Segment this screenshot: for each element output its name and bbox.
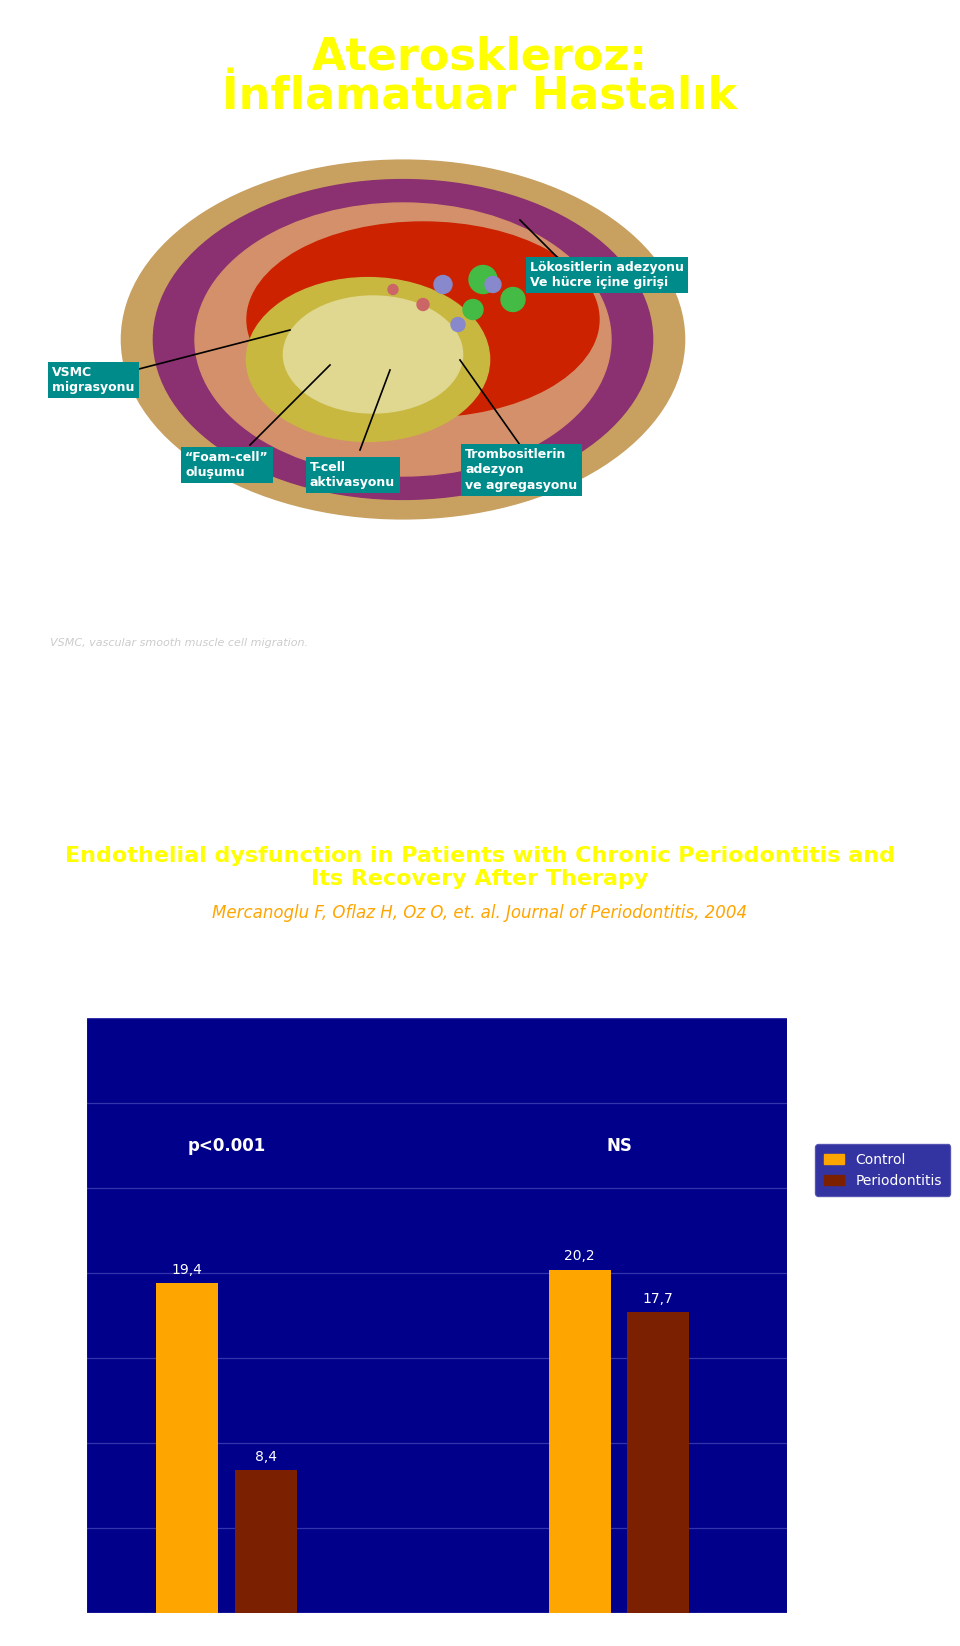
Circle shape — [501, 288, 525, 311]
Bar — [156, 1284, 218, 1613]
Circle shape — [469, 265, 497, 293]
Text: VSMC, vascular smooth muscle cell migration.: VSMC, vascular smooth muscle cell migrat… — [50, 639, 308, 649]
Text: Endothelial dysfunction in Patients with Chronic Periodontitis and
Its Recovery : Endothelial dysfunction in Patients with… — [65, 846, 895, 889]
Text: Lökositlerin adezyonu
Ve hücre içine girişi: Lökositlerin adezyonu Ve hücre içine gir… — [530, 262, 684, 290]
Text: 17,7: 17,7 — [643, 1292, 674, 1305]
Ellipse shape — [195, 202, 611, 476]
Bar — [628, 1312, 689, 1613]
Text: 8,4: 8,4 — [254, 1450, 276, 1463]
Text: VSMC
migrasyonu: VSMC migrasyonu — [52, 365, 134, 393]
Text: p<0.001: p<0.001 — [187, 1137, 266, 1155]
Text: 19,4: 19,4 — [172, 1262, 203, 1277]
Circle shape — [451, 318, 465, 331]
Y-axis label: Changes in baseline values (%): Changes in baseline values (%) — [35, 1200, 50, 1430]
Circle shape — [485, 277, 501, 293]
Text: NS: NS — [606, 1137, 632, 1155]
Ellipse shape — [247, 222, 599, 416]
Circle shape — [388, 285, 398, 295]
Ellipse shape — [247, 278, 490, 441]
Bar — [235, 1470, 297, 1613]
Ellipse shape — [154, 179, 653, 499]
Circle shape — [417, 298, 429, 311]
Circle shape — [434, 275, 452, 293]
Text: Ateroskleroz:: Ateroskleroz: — [312, 35, 648, 77]
Text: %ED-Dia (%): %ED-Dia (%) — [184, 1644, 269, 1646]
Text: 20,2: 20,2 — [564, 1249, 595, 1262]
Legend: Control, Periodontitis: Control, Periodontitis — [815, 1144, 950, 1197]
FancyBboxPatch shape — [115, 125, 755, 515]
Text: T-cell
aktivasyonu: T-cell aktivasyonu — [310, 461, 396, 489]
Text: Mercanoglu F, Oflaz H, Oz O, et. al. Journal of Periodontitis, 2004: Mercanoglu F, Oflaz H, Oz O, et. al. Jou… — [212, 904, 748, 922]
Text: Trombositlerin
adezyon
ve agregasyonu: Trombositlerin adezyon ve agregasyonu — [465, 448, 577, 492]
Circle shape — [463, 300, 483, 319]
Ellipse shape — [283, 296, 463, 413]
Text: %ED-Dia (%): %ED-Dia (%) — [577, 1644, 661, 1646]
Ellipse shape — [121, 160, 684, 518]
Bar — [549, 1269, 611, 1613]
Text: “Foam-cell”
oluşumu: “Foam-cell” oluşumu — [185, 451, 269, 479]
Text: İnflamatuar Hastalık: İnflamatuar Hastalık — [223, 76, 737, 119]
